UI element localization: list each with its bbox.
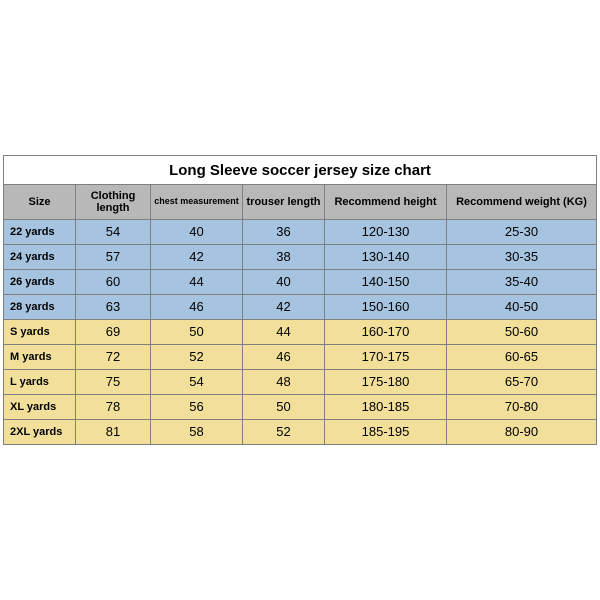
value-cell: 63 — [76, 295, 151, 319]
value-cell: 38 — [243, 245, 325, 269]
value-cell: 42 — [243, 295, 325, 319]
size-cell: 26 yards — [4, 270, 76, 294]
size-cell: 2XL yards — [4, 420, 76, 444]
size-chart-table: Long Sleeve soccer jersey size chart Siz… — [3, 155, 597, 445]
value-cell: 170-175 — [325, 345, 447, 369]
value-cell: 80-90 — [447, 420, 596, 444]
value-cell: 52 — [243, 420, 325, 444]
value-cell: 65-70 — [447, 370, 596, 394]
value-cell: 81 — [76, 420, 151, 444]
size-cell: 28 yards — [4, 295, 76, 319]
value-cell: 46 — [151, 295, 243, 319]
value-cell: 35-40 — [447, 270, 596, 294]
value-cell: 50 — [151, 320, 243, 344]
value-cell: 180-185 — [325, 395, 447, 419]
value-cell: 50 — [243, 395, 325, 419]
value-cell: 40 — [151, 220, 243, 244]
size-cell: S yards — [4, 320, 76, 344]
value-cell: 70-80 — [447, 395, 596, 419]
value-cell: 42 — [151, 245, 243, 269]
value-cell: 46 — [243, 345, 325, 369]
value-cell: 72 — [76, 345, 151, 369]
value-cell: 185-195 — [325, 420, 447, 444]
table-header-row: Size Clothing length chest measurement t… — [4, 185, 596, 220]
table-row: XL yards785650180-18570-80 — [4, 395, 596, 420]
value-cell: 30-35 — [447, 245, 596, 269]
value-cell: 75 — [76, 370, 151, 394]
value-cell: 52 — [151, 345, 243, 369]
table-row: 24 yards574238130-14030-35 — [4, 245, 596, 270]
size-cell: L yards — [4, 370, 76, 394]
value-cell: 54 — [76, 220, 151, 244]
page-container: Long Sleeve soccer jersey size chart Siz… — [0, 0, 600, 600]
value-cell: 40-50 — [447, 295, 596, 319]
value-cell: 36 — [243, 220, 325, 244]
value-cell: 175-180 — [325, 370, 447, 394]
table-row: 22 yards544036120-13025-30 — [4, 220, 596, 245]
value-cell: 60-65 — [447, 345, 596, 369]
value-cell: 69 — [76, 320, 151, 344]
table-body: 22 yards544036120-13025-3024 yards574238… — [4, 220, 596, 444]
size-cell: 24 yards — [4, 245, 76, 269]
value-cell: 130-140 — [325, 245, 447, 269]
value-cell: 54 — [151, 370, 243, 394]
value-cell: 25-30 — [447, 220, 596, 244]
table-row: 26 yards604440140-15035-40 — [4, 270, 596, 295]
value-cell: 48 — [243, 370, 325, 394]
value-cell: 40 — [243, 270, 325, 294]
col-header-recommend-height: Recommend height — [325, 185, 447, 219]
value-cell: 57 — [76, 245, 151, 269]
value-cell: 44 — [243, 320, 325, 344]
col-header-chest: chest measurement — [151, 185, 243, 219]
size-cell: M yards — [4, 345, 76, 369]
value-cell: 120-130 — [325, 220, 447, 244]
value-cell: 78 — [76, 395, 151, 419]
table-title: Long Sleeve soccer jersey size chart — [4, 156, 596, 185]
col-header-trouser-length: trouser length — [243, 185, 325, 219]
table-row: 28 yards634642150-16040-50 — [4, 295, 596, 320]
value-cell: 60 — [76, 270, 151, 294]
value-cell: 150-160 — [325, 295, 447, 319]
value-cell: 58 — [151, 420, 243, 444]
size-cell: XL yards — [4, 395, 76, 419]
table-row: M yards725246170-17560-65 — [4, 345, 596, 370]
value-cell: 44 — [151, 270, 243, 294]
value-cell: 50-60 — [447, 320, 596, 344]
table-row: 2XL yards815852185-19580-90 — [4, 420, 596, 444]
value-cell: 140-150 — [325, 270, 447, 294]
table-row: S yards695044160-17050-60 — [4, 320, 596, 345]
table-row: L yards755448175-18065-70 — [4, 370, 596, 395]
col-header-clothing-length: Clothing length — [76, 185, 151, 219]
value-cell: 160-170 — [325, 320, 447, 344]
col-header-recommend-weight: Recommend weight (KG) — [447, 185, 596, 219]
size-cell: 22 yards — [4, 220, 76, 244]
value-cell: 56 — [151, 395, 243, 419]
col-header-size: Size — [4, 185, 76, 219]
